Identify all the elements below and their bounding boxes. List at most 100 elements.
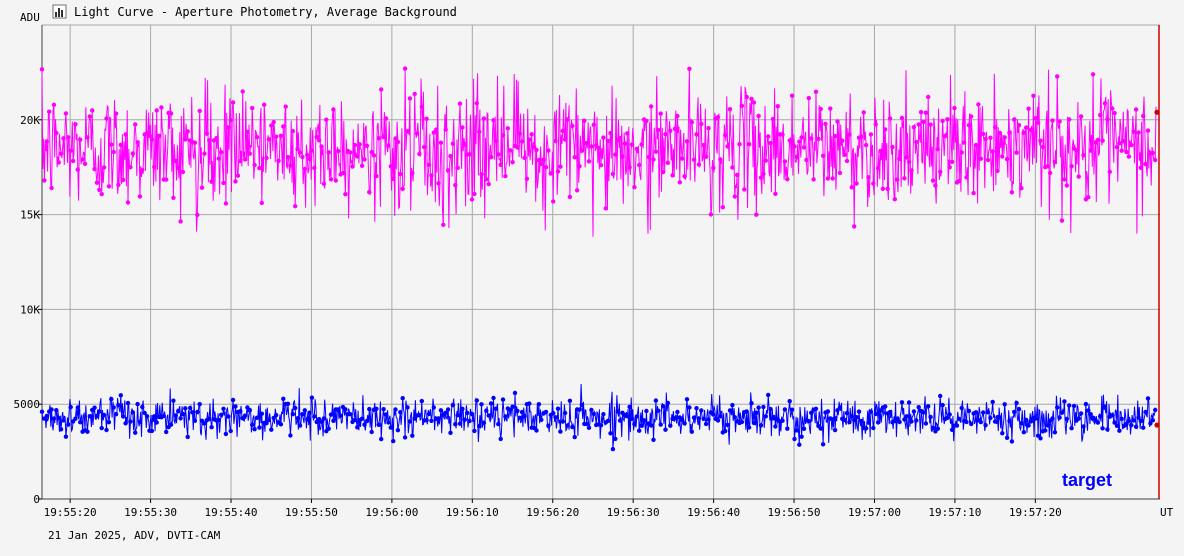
data-point — [558, 429, 563, 434]
data-point — [632, 185, 637, 190]
data-point — [715, 115, 721, 120]
data-point — [1069, 426, 1074, 431]
data-point — [1026, 423, 1031, 428]
data-point — [723, 133, 728, 138]
data-point — [445, 168, 451, 173]
data-point — [983, 423, 988, 428]
data-point — [727, 107, 733, 112]
data-point — [453, 422, 458, 427]
data-point — [909, 419, 914, 424]
data-point — [515, 408, 520, 414]
data-point — [789, 407, 795, 412]
y-tick-label: 10K — [20, 303, 40, 316]
x-tick-label: 19:56:20 — [526, 506, 579, 519]
data-point — [615, 409, 620, 414]
data-point — [801, 145, 807, 150]
data-point — [598, 423, 604, 428]
data-point — [756, 405, 761, 410]
data-point — [553, 138, 558, 144]
data-point — [78, 137, 83, 142]
data-point — [835, 119, 840, 124]
data-point — [307, 410, 312, 415]
data-point — [789, 93, 795, 98]
data-point — [539, 417, 544, 422]
data-point — [780, 132, 785, 137]
data-point — [682, 174, 687, 179]
data-point — [118, 393, 124, 398]
data-point — [754, 212, 759, 217]
data-point — [488, 401, 494, 406]
chart-title: Light Curve - Aperture Photometry, Avera… — [74, 5, 457, 19]
data-point — [257, 425, 262, 430]
data-point — [978, 419, 983, 425]
data-point — [973, 142, 979, 148]
data-point — [749, 96, 754, 102]
data-point — [242, 413, 248, 418]
data-point — [596, 146, 601, 151]
data-point — [481, 420, 487, 425]
data-point — [414, 131, 420, 136]
data-point — [887, 409, 893, 415]
data-point — [782, 407, 788, 412]
data-point — [479, 402, 484, 407]
data-point — [438, 408, 444, 413]
data-point — [130, 151, 135, 156]
series-background[interactable] — [39, 66, 1158, 237]
data-point — [995, 168, 1000, 173]
x-tick-label: 19:57:20 — [1009, 506, 1062, 519]
data-point — [376, 136, 381, 141]
data-point — [285, 154, 291, 160]
data-point — [916, 405, 921, 410]
data-point — [314, 134, 319, 140]
data-point — [902, 176, 907, 181]
data-point — [469, 411, 475, 417]
data-point — [746, 142, 752, 147]
data-point — [703, 421, 709, 427]
series-target[interactable] — [39, 383, 1158, 452]
data-point — [613, 152, 618, 157]
data-point — [689, 429, 694, 434]
data-point — [238, 409, 243, 414]
data-point — [1107, 169, 1113, 174]
data-point — [727, 408, 733, 413]
series-line — [41, 383, 1157, 450]
data-point — [348, 412, 353, 417]
data-point — [1064, 416, 1070, 422]
data-point — [369, 149, 374, 155]
data-point — [324, 117, 329, 122]
data-point — [844, 410, 850, 416]
data-point — [711, 165, 716, 171]
data-point — [472, 191, 477, 197]
chart-window-icon[interactable] — [52, 4, 67, 19]
data-point — [820, 442, 826, 447]
data-point — [278, 133, 284, 138]
data-point — [711, 412, 716, 417]
data-point — [804, 157, 809, 163]
data-point — [775, 104, 780, 109]
data-point — [128, 419, 133, 424]
data-point — [675, 113, 680, 119]
data-point — [682, 421, 687, 426]
data-point — [1136, 415, 1141, 420]
data-point — [701, 416, 706, 421]
data-point — [82, 161, 88, 166]
data-point — [1081, 424, 1086, 429]
data-point — [443, 410, 448, 415]
data-point — [701, 142, 706, 148]
data-point — [431, 405, 436, 410]
data-point — [400, 396, 405, 401]
data-point — [978, 156, 983, 161]
data-point — [54, 130, 59, 136]
data-point — [957, 416, 962, 422]
data-point — [374, 173, 379, 179]
data-point — [305, 152, 310, 158]
data-point — [154, 420, 159, 425]
time-cursor[interactable] — [1154, 25, 1160, 499]
data-point — [51, 416, 57, 421]
data-point — [818, 106, 823, 112]
data-point — [1114, 144, 1120, 150]
data-point — [1009, 190, 1015, 195]
data-point — [219, 150, 224, 155]
